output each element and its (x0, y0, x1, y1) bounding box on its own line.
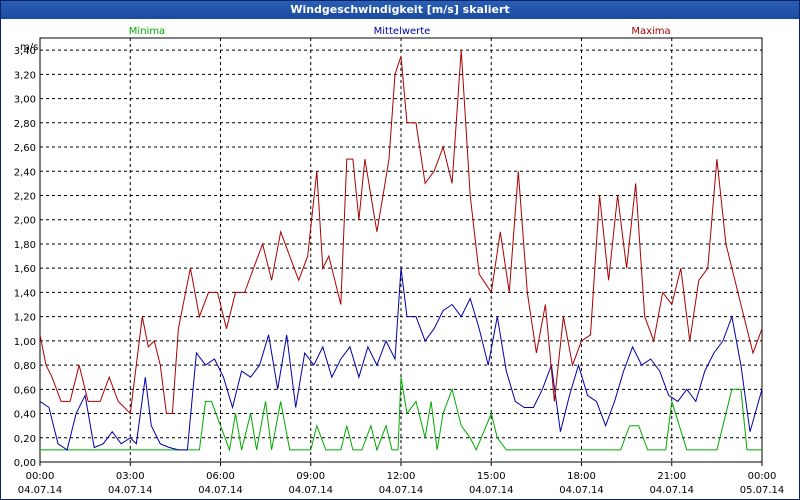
y-tick-label: 0,60 (14, 385, 36, 396)
legend-mittelwerte: Mittelwerte (374, 26, 431, 37)
y-tick-label: 1,60 (14, 264, 36, 275)
y-tick-label: 2,20 (14, 191, 36, 202)
x-tick-time: 21:00 (657, 471, 686, 482)
y-tick-label: 0,80 (14, 361, 36, 372)
x-tick-date: 04.07.14 (198, 485, 243, 496)
x-tick-time: 00:00 (748, 471, 777, 482)
x-tick-time: 12:00 (387, 471, 416, 482)
x-tick-date: 04.07.14 (559, 485, 604, 496)
x-tick-date: 04.07.14 (108, 485, 153, 496)
x-tick-time: 06:00 (206, 471, 235, 482)
y-tick-label: 3,00 (14, 95, 36, 106)
series-line-maxima (39, 50, 763, 415)
x-tick-date: 04.07.14 (469, 485, 514, 496)
y-tick-label: 2,00 (14, 216, 36, 227)
x-tick-time: 18:00 (567, 471, 596, 482)
x-axis-ticks: 00:00 04.07.14 03:00 04.07.14 06:00 04.07.14 0… (18, 462, 785, 496)
y-tick-label: 3,40 (14, 46, 36, 57)
y-tick-label: 1,00 (14, 337, 36, 348)
legend: Minima Mittelwerte Maxima (129, 26, 671, 37)
legend-minima: Minima (129, 26, 165, 37)
x-tick-date: 04.07.14 (288, 485, 333, 496)
legend-maxima: Maxima (631, 26, 670, 37)
x-tick-date: 05.07.14 (740, 485, 785, 496)
x-tick-date: 04.07.14 (649, 485, 694, 496)
y-tick-label: 2,60 (14, 143, 36, 154)
y-axis-label: m/s (20, 42, 38, 53)
y-axis-ticks: 0,00 0,20 0,40 0,60 0,80 1,00 1,20 1,40 1,60 1,80… (14, 46, 36, 469)
y-tick-label: 2,80 (14, 119, 36, 130)
x-tick-date: 04.07.14 (18, 485, 63, 496)
x-tick-time: 09:00 (296, 471, 325, 482)
y-tick-label: 2,40 (14, 167, 36, 178)
x-tick-time: 15:00 (477, 471, 506, 482)
series-lines (39, 50, 763, 452)
x-tick-time: 00:00 (26, 471, 55, 482)
series-line-mittelwerte (39, 268, 763, 451)
window-title: Windgeschwindigkeit [m/s] skaliert (1, 1, 799, 19)
y-tick-label: 0,00 (14, 458, 36, 469)
y-tick-label: 0,40 (14, 410, 36, 421)
x-tick-time: 03:00 (116, 471, 145, 482)
y-tick-label: 1,80 (14, 240, 36, 251)
y-tick-label: 1,20 (14, 313, 36, 324)
y-tick-label: 0,20 (14, 434, 36, 445)
y-tick-label: 1,40 (14, 288, 36, 299)
y-tick-label: 3,20 (14, 70, 36, 81)
series-line-minima (40, 377, 762, 452)
x-tick-date: 04.07.14 (379, 485, 424, 496)
